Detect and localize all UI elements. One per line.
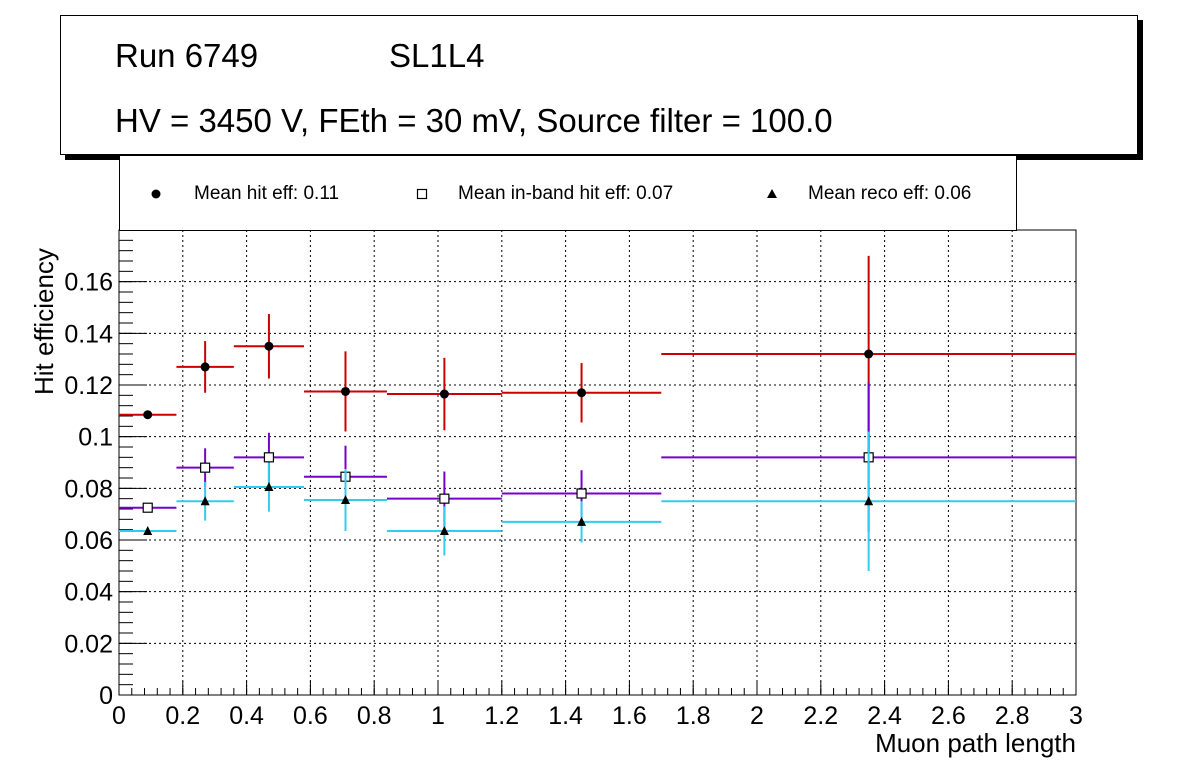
legend-circle-icon bbox=[151, 189, 161, 199]
data-point bbox=[142, 502, 153, 513]
data-point bbox=[200, 496, 210, 506]
legend-triangle-icon bbox=[767, 189, 777, 198]
x-tick-label: 0.4 bbox=[229, 702, 264, 730]
data-series bbox=[119, 255, 1076, 571]
y-tick-label: 0.02 bbox=[64, 630, 113, 658]
data-point bbox=[577, 516, 587, 526]
settings-label: HV = 3450 V, FEth = 30 mV, Source filter… bbox=[115, 102, 833, 139]
data-point bbox=[264, 482, 274, 492]
y-axis-title: Hit efficiency bbox=[29, 248, 59, 395]
x-tick-label: 0.8 bbox=[357, 702, 392, 730]
data-point bbox=[340, 494, 350, 504]
legend-item-in-band-eff: Mean in-band hit eff: 0.07 bbox=[458, 183, 674, 204]
legend-item-hit-eff: Mean hit eff: 0.11 bbox=[194, 183, 340, 204]
y-tick-label: 0.1 bbox=[78, 424, 113, 452]
x-tick-label: 2.6 bbox=[931, 702, 966, 730]
series-triangle bbox=[119, 431, 1076, 571]
y-tick-label: 0.06 bbox=[64, 527, 113, 555]
series-circle bbox=[119, 255, 1076, 453]
y-tick-label: 0.12 bbox=[64, 372, 113, 400]
legend-square-icon bbox=[416, 188, 428, 200]
y-tick-label: 0.14 bbox=[64, 320, 113, 348]
x-tick-label: 2 bbox=[750, 702, 764, 730]
x-tick-label: 0.2 bbox=[165, 702, 200, 730]
data-point bbox=[864, 496, 874, 506]
data-point bbox=[340, 386, 350, 396]
data-point bbox=[439, 525, 449, 535]
tick-labels: 0 0.2 0.4 0.6 0.8 1 1.2 1.4 1.6 1.8 2 2.2 2.4 2.6 2.8 3… bbox=[64, 269, 1083, 730]
data-point bbox=[200, 362, 210, 372]
data-point bbox=[439, 493, 450, 504]
axis-ticks bbox=[118, 239, 1077, 696]
data-point bbox=[200, 462, 211, 473]
x-tick-label: 1.6 bbox=[612, 702, 647, 730]
x-tick-label: 0.6 bbox=[293, 702, 328, 730]
legend-item-reco-eff: Mean reco eff: 0.06 bbox=[808, 183, 972, 204]
legend: Mean hit eff: 0.11 Mean in-band hit eff:… bbox=[119, 156, 1017, 231]
x-tick-label: 2.4 bbox=[867, 702, 902, 730]
x-tick-label: 1 bbox=[431, 702, 445, 730]
x-tick-label: 1.2 bbox=[484, 702, 519, 730]
data-point bbox=[439, 389, 449, 399]
data-point bbox=[263, 452, 275, 463]
run-label: Run 6749 bbox=[115, 37, 259, 74]
y-tick-label: 0.08 bbox=[64, 475, 113, 503]
x-tick-label: 1.8 bbox=[676, 702, 711, 730]
title-box: Run 6749 SL1L4 HV = 3450 V, FEth = 30 mV… bbox=[60, 15, 1138, 155]
x-tick-label: 1.4 bbox=[548, 702, 583, 730]
data-point bbox=[143, 410, 153, 420]
x-axis-title: Muon path length bbox=[875, 728, 1076, 758]
y-tick-label: 0.16 bbox=[64, 269, 113, 297]
layer-label: SL1L4 bbox=[389, 37, 485, 74]
x-tick-label: 0 bbox=[112, 702, 126, 730]
x-tick-label: 3 bbox=[1069, 702, 1083, 730]
data-point bbox=[576, 488, 587, 499]
data-point bbox=[143, 525, 153, 535]
x-tick-label: 2.2 bbox=[803, 702, 838, 730]
x-tick-label: 2.8 bbox=[995, 702, 1030, 730]
y-tick-label: 0 bbox=[99, 682, 113, 710]
data-point bbox=[577, 388, 587, 398]
y-tick-label: 0.04 bbox=[64, 579, 113, 607]
plot-frame bbox=[118, 229, 1077, 696]
data-point bbox=[864, 349, 874, 359]
data-point bbox=[264, 341, 274, 351]
